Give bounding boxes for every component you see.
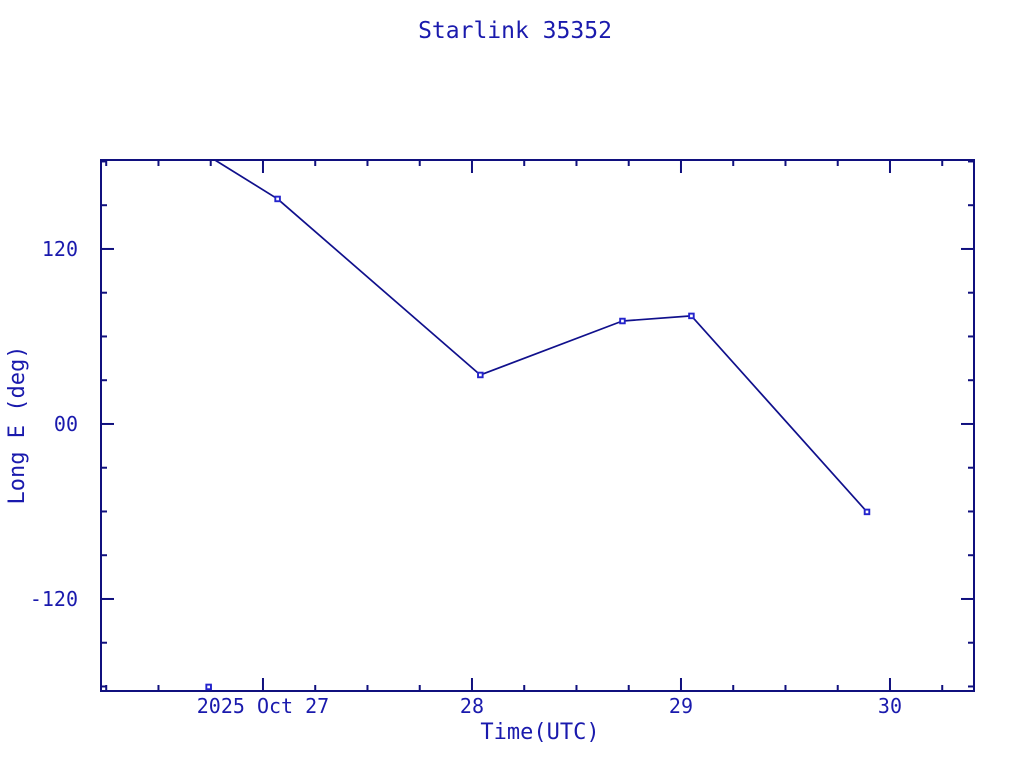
y-tick-label: -120: [30, 587, 78, 611]
plot-frame: [100, 159, 975, 692]
data-line: [214, 159, 868, 513]
data-point: [205, 683, 212, 691]
x-tick-label: 2025 Oct 27: [197, 694, 329, 718]
data-point: [688, 312, 695, 320]
x-tick-label: 30: [878, 694, 902, 718]
data-point: [619, 317, 626, 325]
y-axis-label: Long E (deg): [5, 346, 30, 505]
chart-title: Starlink 35352: [418, 18, 612, 44]
data-point: [477, 371, 484, 379]
y-tick-label: 00: [54, 412, 78, 436]
plot-area: 2025 Oct 27 28 29 30 120 00 -120: [30, 159, 975, 718]
y-tick-label: 120: [42, 237, 78, 261]
data-point: [863, 508, 871, 516]
x-axis-label: Time(UTC): [480, 720, 599, 745]
x-tick-label: 28: [460, 694, 484, 718]
x-tick-label: 29: [669, 694, 693, 718]
data-point: [274, 195, 281, 203]
